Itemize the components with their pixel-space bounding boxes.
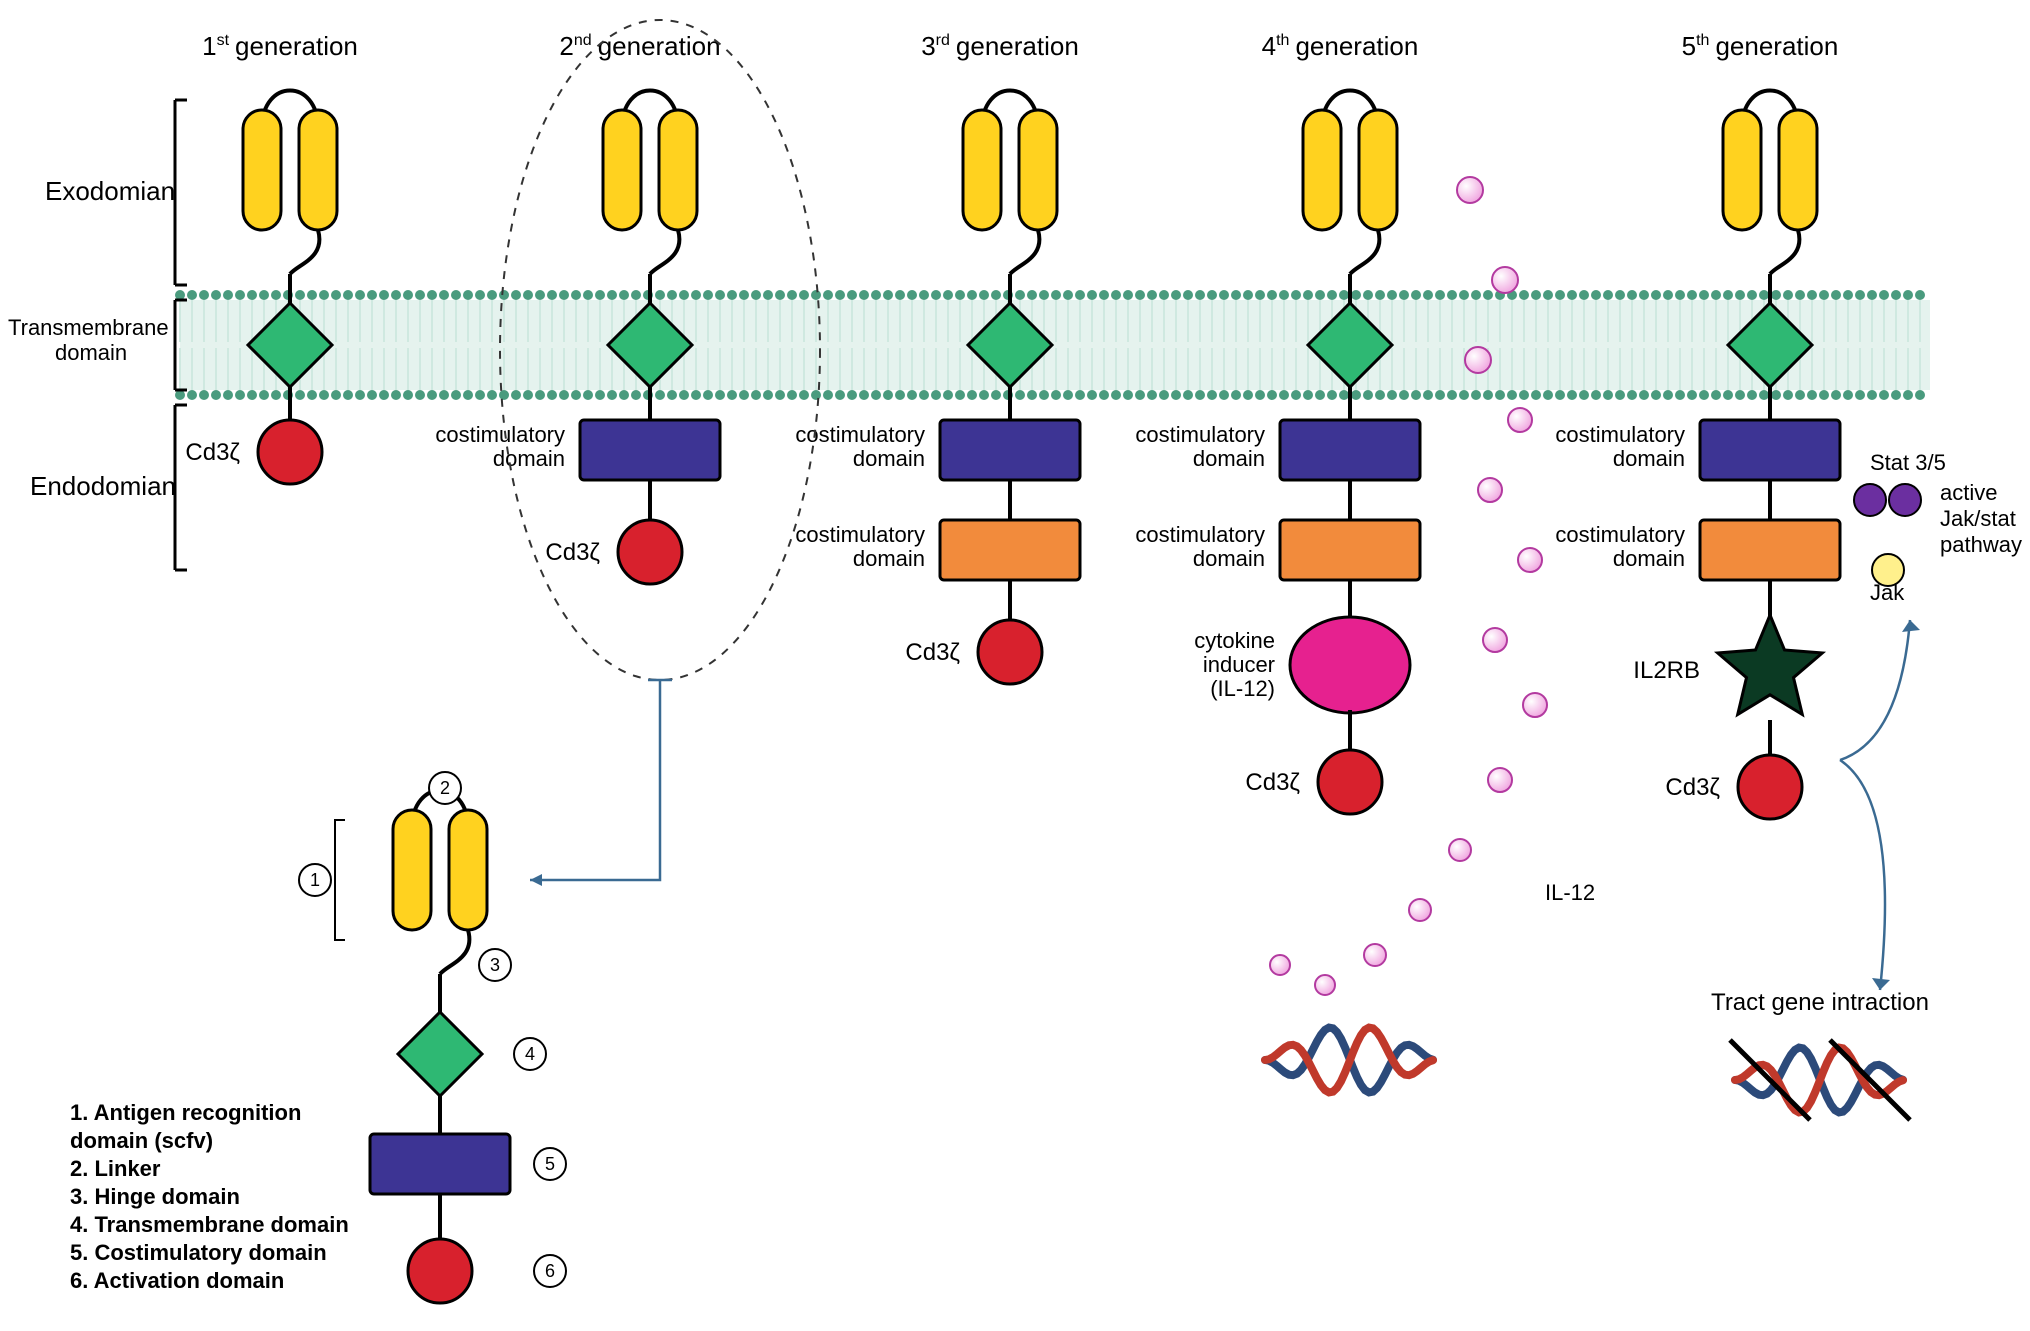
- svg-text:Jak: Jak: [1870, 580, 1905, 605]
- svg-text:costimulatory: costimulatory: [1135, 522, 1265, 547]
- svg-text:4. Transmembrane domain: 4. Transmembrane domain: [70, 1212, 349, 1237]
- svg-text:Cd3ζ: Cd3ζ: [545, 539, 600, 566]
- svg-text:Cd3ζ: Cd3ζ: [1245, 769, 1300, 796]
- svg-text:(IL-12): (IL-12): [1210, 676, 1275, 701]
- svg-text:pathway: pathway: [1940, 532, 2022, 557]
- svg-text:cytokine: cytokine: [1194, 628, 1275, 653]
- svg-text:Cd3ζ: Cd3ζ: [905, 639, 960, 666]
- svg-text:Cd3ζ: Cd3ζ: [185, 439, 240, 466]
- svg-text:domain: domain: [1613, 546, 1685, 571]
- svg-text:3: 3: [490, 955, 500, 975]
- svg-text:active: active: [1940, 480, 1997, 505]
- svg-text:inducer: inducer: [1203, 652, 1275, 677]
- svg-text:domain (scfv): domain (scfv): [70, 1128, 213, 1153]
- svg-text:costimulatory: costimulatory: [1555, 522, 1685, 547]
- svg-text:costimulatory: costimulatory: [1135, 422, 1265, 447]
- svg-text:costimulatory: costimulatory: [435, 422, 565, 447]
- svg-text:6. Activation domain: 6. Activation domain: [70, 1268, 284, 1293]
- svg-text:costimulatory: costimulatory: [795, 522, 925, 547]
- svg-text:domain: domain: [1193, 446, 1265, 471]
- svg-text:Stat 3/5: Stat 3/5: [1870, 450, 1946, 475]
- svg-text:domain: domain: [55, 340, 127, 365]
- svg-text:costimulatory: costimulatory: [1555, 422, 1685, 447]
- svg-text:domain: domain: [1193, 546, 1265, 571]
- svg-text:6: 6: [545, 1261, 555, 1281]
- svg-text:3. Hinge domain: 3. Hinge domain: [70, 1184, 240, 1209]
- svg-text:5: 5: [545, 1154, 555, 1174]
- svg-text:Tract gene intraction: Tract gene intraction: [1711, 989, 1929, 1016]
- svg-text:2: 2: [440, 778, 450, 798]
- svg-text:1. Antigen recognition: 1. Antigen recognition: [70, 1100, 301, 1125]
- svg-text:Cd3ζ: Cd3ζ: [1665, 774, 1720, 801]
- svg-text:domain: domain: [853, 446, 925, 471]
- svg-text:Endodomian: Endodomian: [30, 471, 176, 501]
- svg-text:Jak/stat: Jak/stat: [1940, 506, 2016, 531]
- svg-text:Transmembrane: Transmembrane: [8, 315, 169, 340]
- svg-text:IL-12: IL-12: [1545, 880, 1595, 905]
- svg-text:domain: domain: [1613, 446, 1685, 471]
- svg-text:5. Costimulatory domain: 5. Costimulatory domain: [70, 1240, 327, 1265]
- svg-text:2. Linker: 2. Linker: [70, 1156, 161, 1181]
- svg-text:4: 4: [525, 1044, 535, 1064]
- svg-text:domain: domain: [493, 446, 565, 471]
- svg-text:1: 1: [310, 870, 320, 890]
- svg-text:domain: domain: [853, 546, 925, 571]
- svg-text:IL2RB: IL2RB: [1633, 657, 1700, 684]
- svg-text:Exodomian: Exodomian: [45, 176, 175, 206]
